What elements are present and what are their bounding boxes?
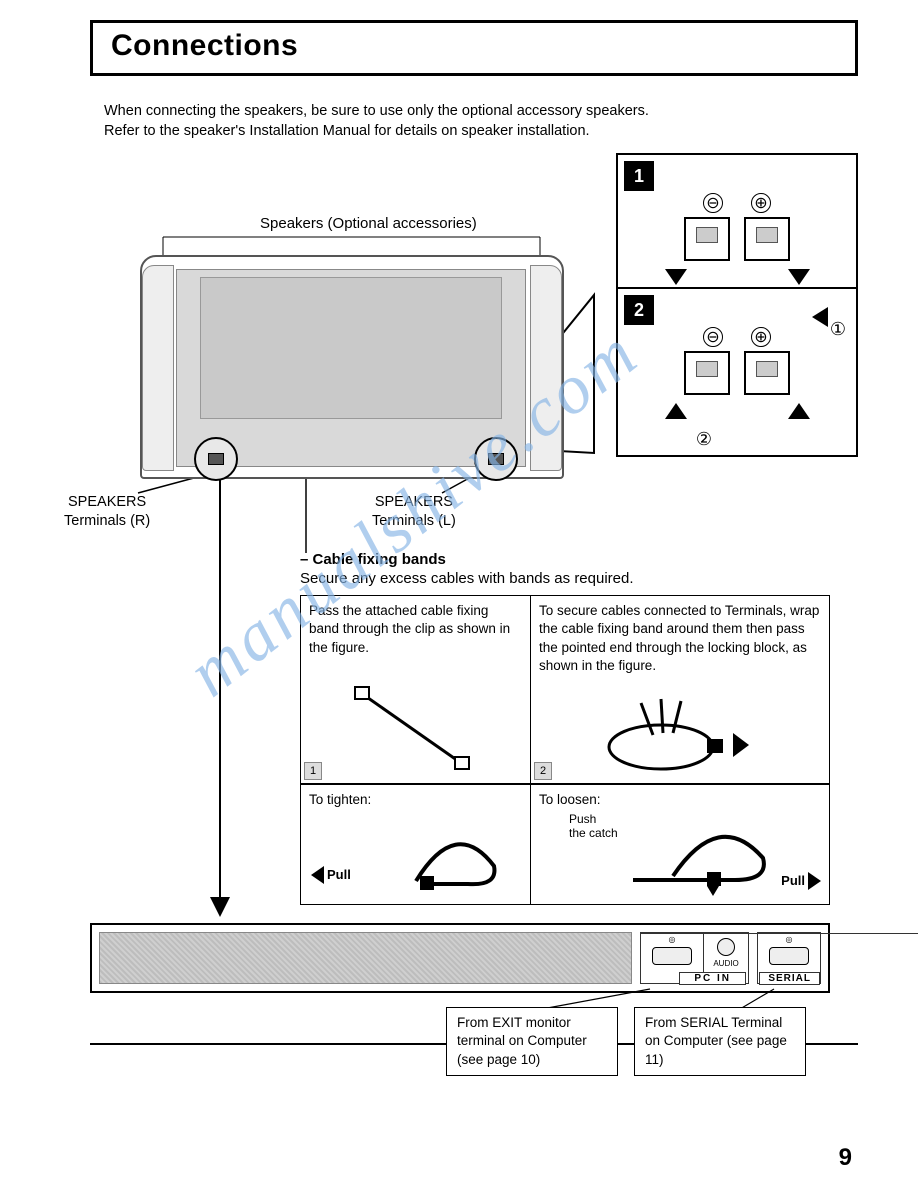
page-title: Connections [111, 29, 837, 63]
terminal-blocks-2 [624, 351, 850, 395]
pull-right-arrow: Pull [781, 872, 821, 890]
panel-2-text: To secure cables connected to Terminals,… [539, 602, 821, 675]
title-box: Connections [90, 20, 858, 76]
tighten-figure [376, 826, 516, 896]
step-2: 2 ① ⊖ ⊕ ② [618, 289, 856, 455]
panel-texture [99, 932, 632, 984]
cable-band-figure-1 [341, 673, 491, 773]
diagram-area: manualshive.com Speakers (Optional acces… [90, 153, 858, 1043]
minus-icon: ⊖ [703, 327, 723, 347]
cable-fixing-section: – Cable fixing bands Secure any excess c… [300, 551, 830, 905]
polarity-row-1: ⊖ ⊕ [624, 193, 850, 213]
plus-icon: ⊕ [751, 193, 771, 213]
tighten-label: To tighten: [309, 791, 522, 809]
terminal-block [684, 217, 730, 261]
reference-boxes: From EXIT monitor terminal on Computer (… [446, 1007, 806, 1076]
cable-band-figure-2 [581, 697, 761, 777]
terminal-block [744, 217, 790, 261]
terminal-r-label: SPEAKERS Terminals (R) [64, 493, 150, 531]
serial-label: SERIAL [759, 972, 820, 985]
pull-label: Pull [781, 872, 805, 890]
speakers-label: Speakers (Optional accessories) [260, 215, 477, 232]
audio-jack-icon [717, 938, 735, 956]
monitor-rear-view [140, 255, 564, 479]
polarity-row-2: ⊖ ⊕ [624, 327, 850, 347]
monitor-inset [200, 277, 502, 419]
hidden [641, 933, 918, 936]
panel-1: Pass the attached cable fixing band thro… [300, 596, 530, 784]
panel-2: To secure cables connected to Terminals,… [530, 596, 830, 784]
panel-loosen: To loosen: Push the catch Pull [530, 785, 830, 905]
terminal-l-line1: SPEAKERS [372, 493, 456, 512]
intro-text: When connecting the speakers, be sure to… [90, 102, 858, 141]
pull-label: Pull [327, 866, 351, 884]
step-boxes: 1 ⊖ ⊕ 2 ① [616, 153, 858, 457]
pull-left-arrow: Pull [311, 866, 351, 884]
panel-1-num: 1 [304, 762, 322, 780]
arrow-up-icon [665, 403, 687, 419]
arrow-left-icon [812, 307, 828, 327]
serial-port-icon [769, 947, 809, 965]
terminal-l-label: SPEAKERS Terminals (L) [372, 493, 456, 531]
cable-heading: – Cable fixing bands [300, 551, 830, 568]
terminal-r-line2: Terminals (R) [64, 512, 150, 531]
terminal-blocks-1 [624, 217, 850, 261]
arrow-up-icon [788, 403, 810, 419]
pc-label [641, 968, 703, 970]
terminal-block [684, 351, 730, 395]
circle-1-icon: ① [828, 319, 848, 339]
panel-1-text: Pass the attached cable fixing band thro… [309, 602, 522, 657]
terminal-r-circle [194, 437, 238, 481]
speaker-left [142, 265, 174, 471]
page-number: 9 [839, 1144, 852, 1172]
step-1-number: 1 [624, 161, 654, 191]
panel-row-1: Pass the attached cable fixing band thro… [300, 595, 830, 784]
loosen-figure [615, 822, 785, 898]
intro-line2: Refer to the speaker's Installation Manu… [104, 122, 858, 142]
arrows-down [624, 265, 850, 289]
terminal-r-line1: SPEAKERS [64, 493, 150, 512]
terminal-l-line2: Terminals (L) [372, 512, 456, 531]
cable-sub: Secure any excess cables with bands as r… [300, 570, 830, 587]
arrow-down-icon [788, 269, 810, 285]
arrow-down-icon [665, 269, 687, 285]
push-catch-label: Push the catch [569, 813, 618, 841]
speaker-right [530, 265, 562, 471]
terminal-block [744, 351, 790, 395]
plus-icon: ⊕ [751, 327, 771, 347]
ref-box-2: From SERIAL Terminal on Computer (see pa… [634, 1007, 806, 1076]
circle-2-icon: ② [694, 429, 714, 449]
panel-2-num: 2 [534, 762, 552, 780]
minus-icon: ⊖ [703, 193, 723, 213]
step-1: 1 ⊖ ⊕ [618, 155, 856, 289]
vga-port-icon [652, 947, 692, 965]
connector-panel: ◎ AUDIO ◎ PC IN SERIAL [90, 923, 830, 993]
terminal-l-circle [474, 437, 518, 481]
arrows-up [624, 399, 850, 423]
intro-line1: When connecting the speakers, be sure to… [104, 102, 858, 122]
loosen-label: To loosen: [539, 791, 821, 809]
pc-in-label: PC IN [679, 972, 746, 985]
step-2-number: 2 [624, 295, 654, 325]
ref-box-1: From EXIT monitor terminal on Computer (… [446, 1007, 618, 1076]
panel-row-2: To tighten: Pull To loosen: Push the cat… [300, 784, 830, 905]
audio-label: AUDIO [713, 959, 738, 968]
panel-tighten: To tighten: Pull [300, 785, 530, 905]
